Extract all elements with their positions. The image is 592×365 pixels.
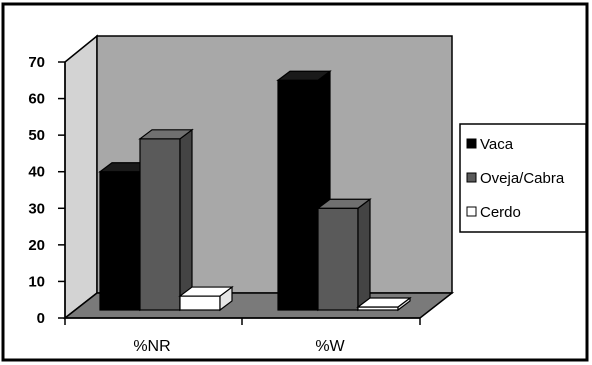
legend-label: Oveja/Cabra (480, 170, 565, 187)
bar-top (138, 129, 194, 140)
bar-front (179, 295, 221, 311)
y-tick-label: 20 (28, 237, 45, 254)
bar-top (356, 297, 412, 308)
y-tick-label: 40 (28, 164, 45, 181)
bar-front (99, 171, 141, 311)
legend-box (459, 123, 587, 233)
bar-front (317, 207, 359, 311)
x-axis: %NR %W (64, 317, 421, 355)
legend-label: Vaca (480, 136, 514, 153)
legend-swatch-cerdo (466, 206, 477, 217)
x-tick-label: %NR (133, 338, 170, 355)
bar-front (277, 79, 319, 311)
bar-cerdo-w (356, 296, 412, 312)
y-tick-label: 60 (28, 91, 45, 108)
bar-side (179, 128, 193, 312)
bar-top (178, 286, 234, 297)
bar-front (139, 138, 181, 311)
y-tick-label: 30 (28, 200, 45, 217)
bar-top (316, 198, 372, 209)
legend: Vaca Oveja/Cabra Cerdo (459, 123, 587, 233)
bar-oveja-cabra-nr (138, 128, 194, 312)
y-axis: 0 10 20 30 40 50 60 70 (28, 54, 65, 327)
bar-area (98, 70, 412, 312)
legend-label: Cerdo (480, 204, 521, 221)
y-tick-label: 70 (28, 54, 45, 71)
y-tick-label: 50 (28, 127, 45, 144)
bar-cerdo-nr (178, 285, 234, 312)
y-tick-label: 0 (37, 310, 45, 327)
bar-top (276, 70, 332, 81)
y-tick-label: 10 (28, 273, 45, 290)
legend-swatch-vaca (466, 138, 477, 149)
legend-swatch-oveja-cabra (466, 172, 477, 183)
x-tick-label: %W (315, 338, 345, 355)
side-wall (64, 34, 98, 320)
bar-oveja-cabra-w (316, 198, 372, 312)
bar-side (357, 198, 371, 312)
